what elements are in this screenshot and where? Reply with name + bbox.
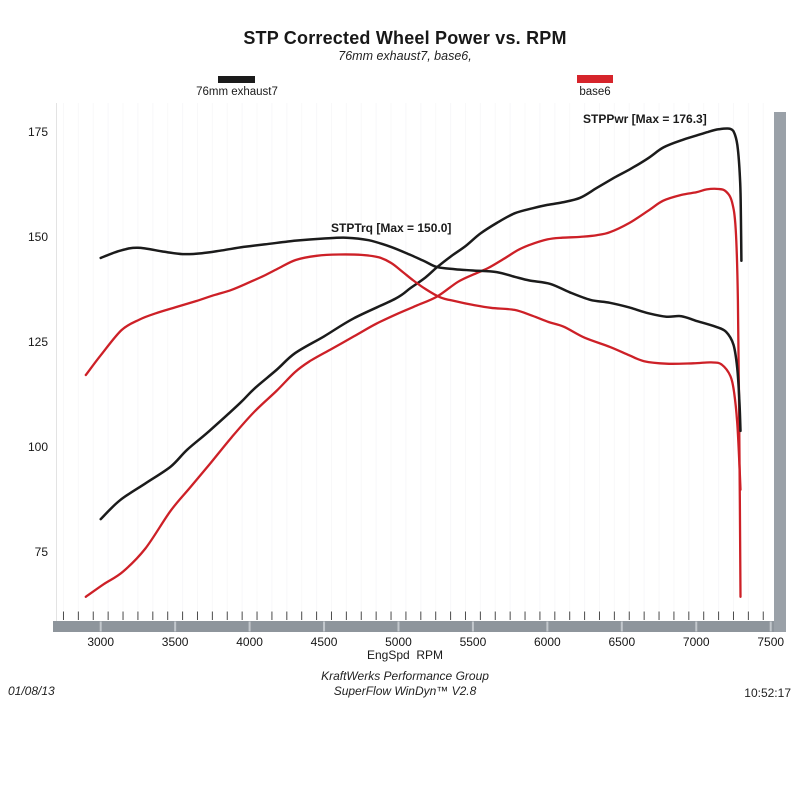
footer-software: SuperFlow WinDyn™ V2.8 (333, 684, 477, 698)
y-tick-label: 175 (27, 124, 48, 139)
plot-faint-gridlines (62, 103, 764, 610)
x-axis-bar-separators (99, 621, 772, 632)
curve-base6-stptrq (84, 253, 742, 491)
x-tick-label: 6000 (534, 635, 561, 649)
right-axis-bar (774, 112, 786, 632)
legend-label-76mm-exhaust7: 76mm exhaust7 (196, 86, 278, 98)
y-tick-label: 75 (34, 544, 48, 559)
curve-76mm-exhaust7-stppwr (99, 127, 743, 521)
x-tick-label: 5000 (385, 635, 412, 649)
footer-organization: KraftWerks Performance Group (321, 669, 489, 683)
legend-label-base6: base6 (579, 86, 611, 98)
annotation-stptrq-max: STPTrq [Max = 150.0] (331, 221, 452, 235)
chart-subtitle: 76mm exhaust7, base6, (338, 49, 472, 63)
y-tick-label: 100 (27, 439, 48, 454)
x-axis-bar (53, 621, 775, 632)
x-tick-label: 7500 (757, 635, 785, 649)
x-tick-label: 7000 (682, 635, 710, 649)
y-tick-label: 125 (27, 334, 48, 349)
x-tick-label: 6500 (608, 635, 636, 649)
chart-title: STP Corrected Wheel Power vs. RPM (243, 28, 567, 48)
x-tick-label: 3500 (161, 635, 189, 649)
footer-date: 01/08/13 (8, 684, 55, 698)
x-tick-label: 4000 (236, 635, 263, 649)
dyno-curves (84, 127, 743, 598)
footer-time: 10:52:17 (744, 686, 791, 700)
x-tick-label: 5500 (459, 635, 487, 649)
y-tick-label: 150 (27, 229, 48, 244)
curve-base6-stppwr (84, 187, 742, 598)
x-tick-label: 3000 (87, 635, 115, 649)
annotation-stppwr-max: STPPwr [Max = 176.3] (583, 112, 707, 126)
x-axis-title: EngSpd RPM (366, 648, 444, 662)
legend-swatch-76mm-exhaust7 (218, 76, 255, 83)
curve-76mm-exhaust7-stptrq (99, 236, 742, 433)
x-axis-minor-ticks (62, 611, 764, 620)
x-tick-label: 4500 (310, 635, 338, 649)
legend-swatch-base6 (577, 75, 613, 83)
